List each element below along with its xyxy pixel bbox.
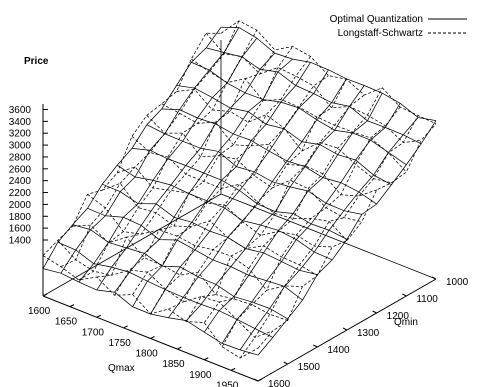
x-tick-label: 1750 [109, 338, 132, 349]
surface-mesh-line [42, 268, 259, 356]
surface-mesh-line [42, 32, 222, 256]
surface-mesh-line [206, 47, 422, 145]
y-tick-mark [253, 378, 259, 382]
z-tick-label: 2800 [9, 152, 32, 163]
y-tick-mark [313, 344, 318, 348]
z-tick-label: 1800 [9, 212, 32, 223]
y-tick-label: 1500 [298, 362, 321, 373]
surface-mesh-line [102, 183, 318, 275]
surface-optimal-quantization [42, 26, 437, 356]
surface-mesh-line [78, 37, 258, 283]
z-tick-label: 2600 [9, 164, 32, 175]
surface-mesh-line [116, 164, 333, 261]
surface-mesh-line [132, 62, 311, 307]
legend-label-longstaff-schwartz: Longstaff-Schwartz [338, 28, 423, 39]
surface-mesh-line [96, 49, 276, 278]
y-tick-label: 1600 [268, 379, 291, 387]
x-tick-label: 1600 [28, 306, 51, 317]
z-tick-label: 3600 [9, 105, 32, 116]
y-tick-label: 1000 [446, 277, 469, 288]
back-floor-edge-right [220, 193, 437, 280]
z-tick-label: 3000 [9, 141, 32, 152]
x-tick-mark [150, 336, 155, 339]
surface-mesh-line [96, 52, 276, 291]
x-tick-label: 1900 [189, 370, 212, 381]
legend-label-optimal-quantization: Optimal Quantization [330, 14, 423, 25]
x-tick-mark [230, 367, 236, 371]
surface-mesh-line [114, 46, 293, 296]
surface-mesh-line [205, 32, 422, 143]
z-tick-label: 1600 [9, 224, 32, 235]
surface-longstaff-schwartz [42, 20, 437, 359]
surface-mesh-line [102, 182, 318, 276]
surface-mesh-line [191, 61, 407, 166]
y-tick-mark [283, 361, 288, 365]
y-tick-label: 1300 [357, 328, 380, 339]
legend: Optimal Quantization Longstaff-Schwartz [330, 14, 467, 39]
surface-mesh-line [161, 103, 377, 197]
x-tick-label: 1800 [136, 349, 159, 360]
x-tick-label: 1950 [216, 380, 239, 387]
surface-mesh-line [168, 78, 347, 319]
x-tick-label: 1650 [55, 317, 78, 328]
y-tick-mark [431, 276, 437, 280]
z-tick-label: 2400 [9, 176, 32, 187]
x-tick-mark [123, 325, 128, 329]
surface-mesh-line [257, 123, 437, 349]
surface-mesh-line [221, 106, 401, 347]
z-axis-label: Price [24, 56, 49, 67]
z-tick-label: 3400 [9, 117, 32, 128]
z-tick-label: 3200 [9, 129, 32, 140]
x-tick-label: 1850 [162, 359, 185, 370]
surface-mesh-line [203, 87, 383, 323]
y-tick-mark [402, 293, 407, 297]
y-tick-label: 1400 [327, 345, 350, 356]
surface-mesh-line [220, 26, 437, 122]
z-axis-ticks: 1400160018002000220024002600280030003200… [9, 105, 48, 247]
z-tick-label: 2200 [9, 188, 32, 199]
x-tick-label: 1700 [82, 327, 105, 338]
surface-mesh-line [239, 117, 419, 351]
surface-mesh-line [168, 79, 347, 310]
surface-mesh-line [72, 224, 288, 320]
x-axis-label: Qmax [108, 363, 135, 374]
y-tick-label: 1200 [387, 311, 410, 322]
x-tick-mark [204, 357, 209, 361]
surface-mesh-line [257, 120, 437, 356]
x-tick-mark [42, 293, 48, 297]
surface-mesh-line [60, 20, 240, 268]
surface-mesh-line [150, 75, 329, 315]
y-axis-label: Qmin [394, 317, 418, 328]
y-tick-label: 1100 [416, 294, 438, 305]
x-axis-ticks: 160016501700175018001850190019502000 [28, 293, 263, 387]
x-tick-mark [96, 314, 101, 318]
z-tick-label: 2000 [9, 200, 32, 211]
y-tick-mark [372, 310, 377, 314]
x-tick-mark [69, 304, 75, 308]
surface-mesh-line [114, 58, 293, 293]
y-axis-ticks: 1600 1500 1400 1300 1200 1100 1000 [253, 276, 469, 387]
z-tick-label: 1400 [9, 236, 32, 247]
y-tick-mark [342, 327, 348, 331]
x-tick-mark [257, 378, 263, 382]
surface-mesh-line [78, 29, 258, 281]
surface-mesh-line [220, 20, 437, 125]
x-tick-mark [177, 346, 182, 350]
